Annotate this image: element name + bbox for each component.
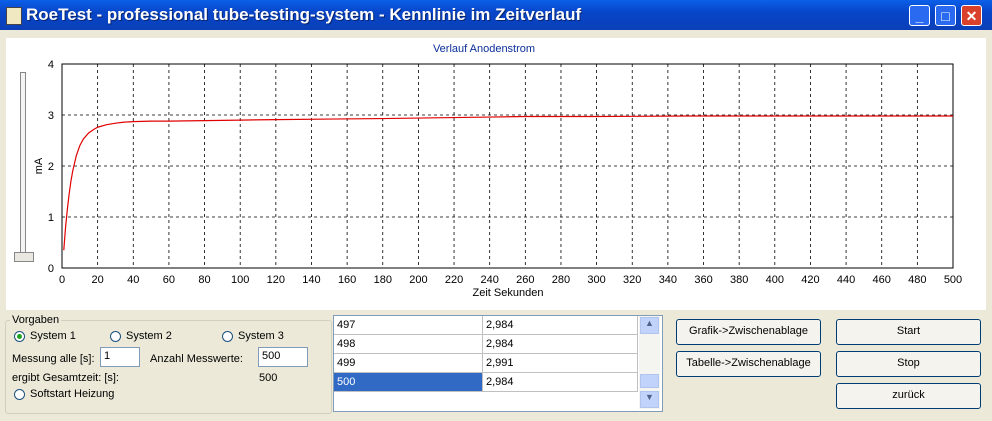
- app-icon: [6, 7, 22, 25]
- x-tick-label: 240: [481, 274, 499, 286]
- grid-cell: 2,984: [483, 373, 638, 392]
- grid-cell: 2,984: [483, 335, 638, 354]
- x-tick-label: 360: [694, 274, 712, 286]
- y-tick-label: 3: [48, 110, 54, 122]
- radio-system-3[interactable]: [222, 331, 233, 342]
- x-tick-label: 140: [302, 274, 320, 286]
- chart-panel: [6, 38, 986, 310]
- grid-row[interactable]: 499 2,991: [334, 354, 638, 373]
- x-tick-label: 180: [374, 274, 392, 286]
- grid-cell: 499: [334, 354, 483, 373]
- scroll-down[interactable]: ▼: [640, 391, 659, 408]
- x-tick-label: 400: [766, 274, 784, 286]
- count-label: Anzahl Messwerte:: [150, 353, 243, 365]
- grid-rows: 497 2,984 498 2,984 499 2,991 500 2,984: [334, 316, 638, 392]
- start-button[interactable]: Start: [836, 319, 981, 345]
- total-value: 500: [259, 372, 278, 384]
- grid-row[interactable]: 498 2,984: [334, 335, 638, 354]
- group-box: [5, 320, 332, 414]
- x-tick-label: 60: [163, 274, 175, 286]
- plot-frame: [61, 63, 954, 269]
- x-tick-label: 160: [338, 274, 356, 286]
- chart: Verlauf Anodenstrom Zeit Sekunden mA 012…: [33, 43, 962, 299]
- x-tick-label: 440: [837, 274, 855, 286]
- x-tick-label: 420: [801, 274, 819, 286]
- y-tick-label: 0: [48, 263, 54, 275]
- x-tick-label: 460: [873, 274, 891, 286]
- x-tick-label: 280: [552, 274, 570, 286]
- x-tick-label: 80: [198, 274, 210, 286]
- radio-label: Softstart Heizung: [30, 388, 115, 400]
- title-bar: RoeTest - professional tube-testing-syst…: [0, 0, 992, 30]
- y-tick-label: 4: [48, 59, 54, 71]
- interval-label: Messung alle [s]:: [12, 353, 95, 365]
- grid-row[interactable]: 497 2,984: [334, 316, 638, 335]
- grid-row[interactable]: 500 2,984: [334, 373, 638, 392]
- radio-label: System 1: [30, 330, 76, 342]
- x-tick-label: 200: [409, 274, 427, 286]
- total-label: ergibt Gesamtzeit: [s]:: [12, 372, 119, 384]
- x-tick-label: 100: [231, 274, 249, 286]
- radio-label: System 2: [126, 330, 172, 342]
- radio-label: System 3: [238, 330, 284, 342]
- x-tick-label: 320: [623, 274, 641, 286]
- x-tick-label: 500: [944, 274, 962, 286]
- slider-thumb[interactable]: [14, 252, 34, 262]
- y-tick-label: 1: [48, 212, 54, 224]
- count-input[interactable]: 500: [258, 347, 308, 367]
- window-title: RoeTest - professional tube-testing-syst…: [26, 5, 582, 24]
- x-tick-label: 300: [587, 274, 605, 286]
- radio-softstart[interactable]: [14, 389, 25, 400]
- grid-cell: 498: [334, 335, 483, 354]
- radio-system-1[interactable]: [14, 331, 25, 342]
- copy-graphic-button[interactable]: Grafik->Zwischenablage: [676, 319, 821, 345]
- scroll-thumb[interactable]: [640, 374, 659, 388]
- x-tick-label: 380: [730, 274, 748, 286]
- stop-button[interactable]: Stop: [836, 351, 981, 377]
- radio-dot: [17, 334, 22, 339]
- copy-table-button[interactable]: Tabelle->Zwischenablage: [676, 351, 821, 377]
- grid-cell: 2,991: [483, 354, 638, 373]
- x-axis-label: Zeit Sekunden: [473, 287, 544, 299]
- scrollbar[interactable]: ▲ ▼: [639, 316, 660, 409]
- back-button[interactable]: zurück: [836, 383, 981, 409]
- x-tick-label: 260: [516, 274, 534, 286]
- interval-input[interactable]: 1: [100, 347, 140, 367]
- x-tick-label: 20: [92, 274, 104, 286]
- scroll-up[interactable]: ▲: [640, 317, 659, 334]
- x-tick-label: 220: [445, 274, 463, 286]
- x-tick-label: 120: [267, 274, 285, 286]
- data-line: [63, 115, 953, 251]
- x-tick-label: 480: [908, 274, 926, 286]
- grid-cell: 497: [334, 316, 483, 335]
- y-tick-label: 2: [48, 161, 54, 173]
- y-axis-label: mA: [33, 157, 45, 174]
- radio-system-2[interactable]: [110, 331, 121, 342]
- x-tick-label: 340: [659, 274, 677, 286]
- chart-title: Verlauf Anodenstrom: [433, 43, 535, 55]
- close-button[interactable]: ✕: [961, 5, 982, 26]
- group-title: Vorgaben: [10, 314, 62, 326]
- x-tick-label: 40: [127, 274, 139, 286]
- minimize-button[interactable]: _: [909, 5, 930, 26]
- grid-cell: 2,984: [483, 316, 638, 335]
- x-tick-label: 0: [59, 274, 65, 286]
- maximize-button[interactable]: □: [935, 5, 956, 26]
- grid-cell: 500: [334, 373, 483, 392]
